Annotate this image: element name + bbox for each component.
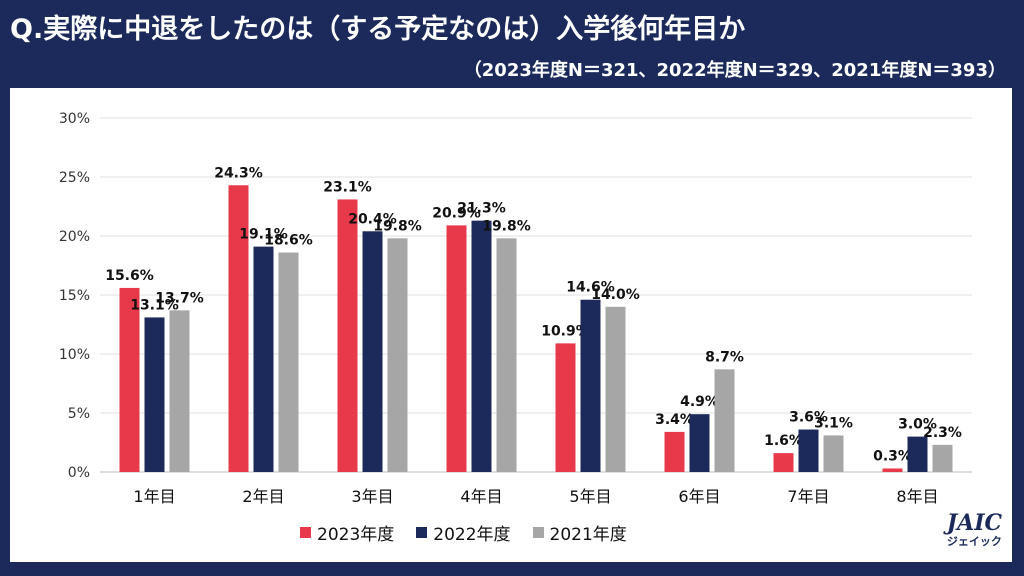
bar [471,220,492,472]
data-label: 19.8% [482,218,531,234]
bar [689,414,710,472]
bar [144,317,165,472]
data-label: 3.0% [898,417,937,433]
logo-sub-text: ジェイック [946,535,1002,548]
x-tick-label: 5年目 [569,487,611,506]
data-label: 3.6% [789,410,828,426]
bar [496,238,517,472]
data-label: 15.6% [105,268,154,284]
x-tick-label: 2年目 [242,487,284,506]
bar [446,225,467,472]
bar [119,287,140,472]
y-tick-label: 15% [59,288,90,304]
bar [169,310,190,472]
x-tick-label: 1年目 [133,487,175,506]
data-label: 2.3% [923,425,962,441]
data-label: 23.1% [323,179,372,195]
legend-swatch-2023 [300,527,311,538]
bar [932,444,953,472]
chart-subtitle: （2023年度N＝321、2022年度N＝329、2021年度N＝393） [463,60,1006,81]
legend-item-2021: 2021年度 [532,520,627,545]
bar [907,436,928,472]
data-label: 14.6% [566,280,615,296]
data-label: 24.3% [214,165,263,181]
x-tick-label: 8年目 [896,487,938,506]
x-tick-label: 4年目 [460,487,502,506]
legend-label-2023: 2023年度 [317,525,395,545]
data-label: 8.7% [705,349,744,365]
chart-panel: 0% 5% 10% 15% 20% 25% 30% 15.6% 13.1% 13.7% 1年目 24.… [10,88,1012,562]
data-label: 20.9% [432,205,481,221]
data-label: 13.7% [155,290,204,306]
bar [664,431,685,472]
y-tick-label: 20% [59,229,90,245]
data-label: 19.1% [239,227,288,243]
data-label: 4.9% [680,394,719,410]
bar [773,453,794,472]
bar [605,306,626,472]
x-tick-label: 3年目 [351,487,393,506]
data-label: 10.9% [541,323,590,339]
data-label: 20.4% [348,211,397,227]
x-tick-label: 7年目 [787,487,829,506]
data-label: 1.6% [764,433,803,449]
legend-swatch-2021 [532,527,544,538]
bar [823,435,844,472]
bar [714,369,735,472]
y-tick-label: 10% [59,347,90,363]
legend-label-2022: 2022年度 [433,525,511,545]
data-label: 14.0% [591,287,640,303]
data-label: 19.8% [373,218,422,234]
bar [362,231,383,472]
data-label: 3.1% [814,415,853,431]
y-tick-label: 30% [59,111,90,127]
legend-item-2022: 2022年度 [416,520,511,545]
bar [337,199,358,473]
data-label: 18.6% [264,233,313,249]
bar [253,246,274,472]
y-tick-label: 0% [68,465,90,481]
x-tick-label: 6年目 [678,487,720,506]
bar [580,299,601,472]
bar [555,343,576,472]
data-label: 0.3% [873,448,912,464]
data-label: 21.3% [457,201,506,217]
logo-main-text: JAIC [946,510,1002,536]
legend: 2023年度 2022年度 2021年度 [300,520,627,545]
bar [278,252,299,472]
chart-title: Q.実際に中退をしたのは（する予定なのは）入学後何年目か [10,14,746,45]
bar [228,185,249,472]
bar-chart: 0% 5% 10% 15% 20% 25% 30% 15.6% 13.1%13.7% 1年目 24.… [59,111,972,506]
bar [882,468,903,472]
data-label: 13.1% [130,297,179,313]
bar [387,238,408,472]
jaic-logo: JAIC ジェイック [947,512,1002,547]
legend-item-2023: 2023年度 [300,520,394,545]
bar [798,429,819,472]
legend-swatch-2022 [416,527,428,538]
y-tick-label: 25% [59,170,90,186]
y-tick-label: 5% [68,406,90,422]
data-label: 3.4% [655,412,694,428]
legend-label-2021: 2021年度 [549,525,627,545]
